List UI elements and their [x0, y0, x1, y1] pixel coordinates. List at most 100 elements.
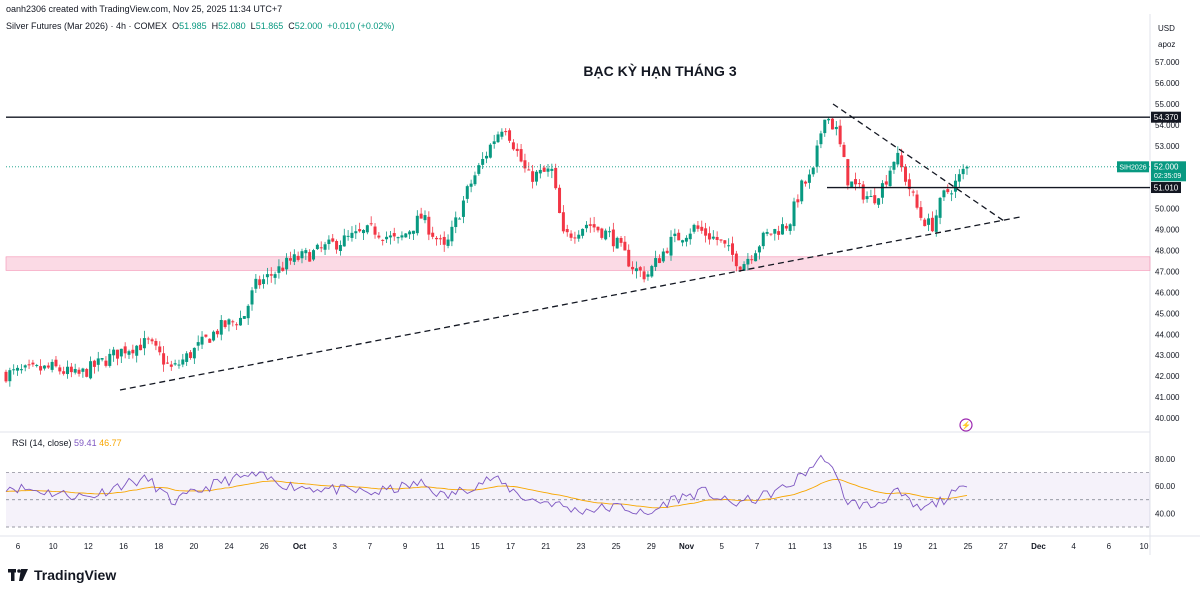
candle[interactable] — [534, 170, 538, 186]
candle[interactable] — [903, 164, 907, 186]
candle[interactable] — [646, 271, 650, 281]
tradingview-brand[interactable]: TradingView — [8, 567, 116, 583]
candle[interactable] — [842, 142, 846, 158]
candle[interactable] — [892, 161, 896, 174]
candle[interactable] — [246, 304, 250, 325]
candle[interactable] — [285, 253, 289, 275]
candle[interactable] — [619, 235, 623, 247]
candle[interactable] — [373, 223, 377, 239]
candle[interactable] — [623, 235, 627, 251]
symbol-title[interactable]: Silver Futures (Mar 2026) · 4h · COMEX — [6, 21, 168, 31]
candle[interactable] — [727, 238, 731, 252]
candle[interactable] — [873, 187, 877, 205]
candle[interactable] — [488, 143, 492, 159]
candle[interactable] — [446, 234, 450, 249]
candle[interactable] — [919, 200, 923, 221]
candle[interactable] — [946, 184, 950, 195]
candle[interactable] — [438, 234, 442, 245]
candle[interactable] — [657, 254, 661, 264]
candle[interactable] — [677, 229, 681, 241]
candle[interactable] — [950, 190, 954, 202]
candle[interactable] — [604, 228, 608, 241]
candle[interactable] — [542, 165, 546, 173]
candle[interactable] — [54, 355, 58, 368]
candle[interactable] — [627, 244, 631, 268]
candle[interactable] — [39, 359, 43, 375]
candle[interactable] — [350, 226, 354, 242]
candle[interactable] — [615, 236, 619, 249]
candle[interactable] — [558, 184, 562, 214]
candle[interactable] — [508, 128, 512, 144]
candle[interactable] — [719, 239, 723, 243]
candle[interactable] — [292, 249, 296, 266]
candle[interactable] — [269, 267, 273, 283]
candle[interactable] — [450, 220, 454, 247]
candle[interactable] — [461, 195, 465, 224]
candle[interactable] — [804, 180, 808, 187]
candle[interactable] — [42, 365, 46, 371]
candle[interactable] — [112, 346, 116, 362]
candle[interactable] — [189, 350, 193, 360]
candle[interactable] — [692, 223, 696, 234]
candle[interactable] — [896, 146, 900, 167]
candle[interactable] — [69, 362, 73, 378]
candle[interactable] — [777, 225, 781, 240]
currency-label[interactable]: USD — [1158, 24, 1175, 33]
candle[interactable] — [704, 222, 708, 243]
flash-alert-icon[interactable] — [959, 418, 973, 432]
candle[interactable] — [119, 348, 123, 364]
candle[interactable] — [77, 367, 81, 377]
candle[interactable] — [100, 357, 104, 362]
candle[interactable] — [865, 191, 869, 203]
candle[interactable] — [788, 223, 792, 235]
candle[interactable] — [700, 220, 704, 234]
ascending-trendline[interactable] — [119, 216, 1021, 391]
candle[interactable] — [315, 243, 319, 250]
candle[interactable] — [354, 224, 358, 240]
candle[interactable] — [796, 194, 800, 208]
candle[interactable] — [139, 338, 143, 351]
candle[interactable] — [927, 213, 931, 231]
candle[interactable] — [780, 217, 784, 235]
candle[interactable] — [750, 255, 754, 264]
support-price-tag[interactable]: 51.010 — [1151, 182, 1181, 194]
candle[interactable] — [31, 359, 35, 367]
candle[interactable] — [492, 134, 496, 149]
candle[interactable] — [62, 366, 66, 376]
candle[interactable] — [92, 359, 96, 374]
candle[interactable] — [715, 231, 719, 246]
candle[interactable] — [327, 235, 331, 250]
candle[interactable] — [304, 247, 308, 260]
candle[interactable] — [104, 356, 108, 368]
candle[interactable] — [108, 348, 112, 368]
candle[interactable] — [554, 163, 558, 190]
candle[interactable] — [538, 164, 542, 179]
chart-annotation-title[interactable]: BẠC KỲ HẠN THÁNG 3 — [583, 63, 737, 79]
candle[interactable] — [754, 250, 758, 262]
candle[interactable] — [258, 275, 262, 289]
candle[interactable] — [50, 359, 54, 373]
candle[interactable] — [465, 184, 469, 204]
candle[interactable] — [757, 245, 761, 260]
candle[interactable] — [185, 351, 189, 366]
demand-zone[interactable] — [5, 256, 1151, 271]
candle[interactable] — [707, 226, 711, 245]
candle[interactable] — [319, 241, 323, 253]
candle[interactable] — [681, 239, 685, 247]
candle[interactable] — [877, 198, 881, 209]
candle[interactable] — [608, 226, 612, 238]
candle[interactable] — [473, 171, 477, 187]
candle[interactable] — [296, 251, 300, 262]
candle[interactable] — [915, 190, 919, 210]
candle[interactable] — [58, 364, 62, 375]
candle[interactable] — [8, 367, 12, 387]
candle[interactable] — [654, 250, 658, 271]
candle[interactable] — [569, 230, 573, 241]
candle[interactable] — [377, 232, 381, 240]
candle[interactable] — [661, 248, 665, 263]
candle[interactable] — [235, 322, 239, 331]
candle[interactable] — [581, 228, 585, 239]
candle[interactable] — [734, 250, 738, 272]
candle[interactable] — [27, 359, 31, 370]
candle[interactable] — [454, 211, 458, 234]
